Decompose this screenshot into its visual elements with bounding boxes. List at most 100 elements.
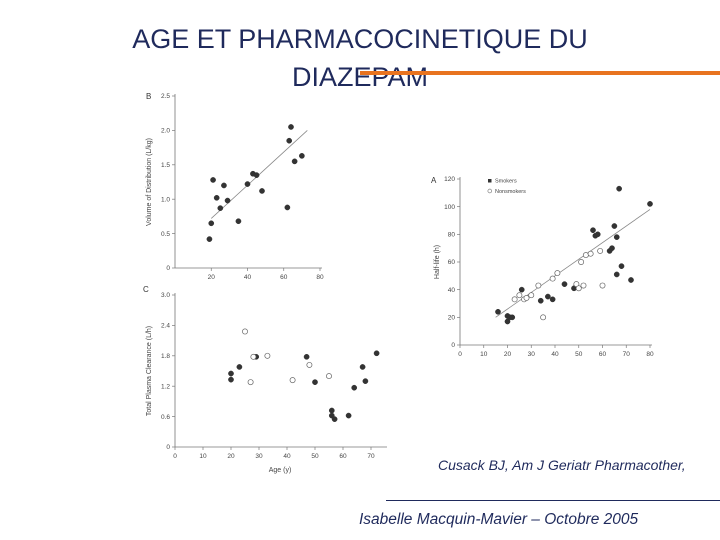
filled-data-point (299, 153, 305, 159)
filled-data-point (613, 234, 620, 240)
x-tick-label: 50 (575, 351, 583, 358)
filled-data-point (518, 286, 525, 293)
x-tick-label: 10 (199, 453, 207, 460)
filled-data-point (206, 236, 213, 242)
panel-letter: B (146, 92, 151, 101)
trend-line (495, 209, 651, 318)
y-tick-label: 1.5 (161, 162, 170, 169)
filled-data-point (228, 376, 234, 383)
x-tick-label: 30 (528, 351, 536, 358)
filled-data-point (613, 271, 620, 278)
y-tick-label: 0.5 (161, 231, 170, 238)
filled-data-point (224, 197, 231, 204)
y-tick-label: 20 (448, 315, 456, 322)
filled-data-point (236, 364, 243, 370)
filled-data-point (345, 412, 352, 419)
open-data-point (540, 314, 547, 321)
open-data-point (549, 275, 556, 282)
filled-data-point (284, 204, 291, 211)
open-data-point (250, 353, 257, 360)
filled-data-point (259, 188, 265, 194)
x-tick-label: 60 (599, 351, 607, 358)
open-data-point (535, 282, 542, 289)
filled-data-point (495, 308, 501, 315)
filled-data-point (628, 277, 634, 283)
filled-data-point (286, 137, 293, 144)
y-tick-label: 3.0 (161, 292, 170, 299)
filled-data-point (244, 181, 251, 187)
open-data-point (326, 373, 332, 380)
y-axis-title: Volume of Distribution (L/kg) (146, 138, 153, 226)
open-data-point (289, 377, 296, 384)
filled-data-point (228, 370, 234, 377)
filled-data-point (509, 314, 516, 321)
y-tick-label: 2.4 (161, 323, 170, 330)
x-tick-label: 70 (367, 453, 375, 460)
title-line-2: DIAZEPAM (291, 62, 428, 92)
chart-half-life: A 0 20 40 60 80 100 120 0 10 20 30 40 50 60 70 80 Half-li… (431, 176, 654, 358)
filled-data-point (288, 124, 294, 130)
filled-data-point (303, 353, 310, 360)
y-tick-label: 60 (448, 259, 456, 266)
filled-data-point (594, 231, 601, 238)
footer-divider (386, 500, 720, 501)
filled-data-point (362, 378, 369, 384)
x-tick-label: 10 (480, 351, 488, 358)
y-tick-label: 0.6 (161, 414, 170, 421)
legend-label-smokers: Smokers (495, 179, 517, 185)
filled-data-point (213, 194, 220, 201)
title-accent-line (360, 71, 720, 75)
y-tick-label: 40 (448, 287, 456, 294)
filled-data-point (616, 185, 622, 192)
y-axis-title: Total Plasma Clearance (L/h) (146, 326, 153, 416)
filled-data-point (312, 379, 318, 385)
title-line-1: AGE ET PHARMACOCINETIQUE DU (132, 24, 588, 54)
legend-label-nonsmokers: Nonsmokers (495, 189, 526, 195)
x-tick-label: 40 (244, 274, 252, 281)
citation: Cusack BJ, Am J Geriatr Pharmacother, (438, 457, 686, 473)
filled-data-point (210, 177, 216, 183)
filled-data-point (359, 364, 366, 370)
y-tick-label: 2.0 (161, 128, 170, 135)
filled-data-point (549, 296, 556, 303)
filled-data-point (545, 293, 551, 300)
open-data-point (599, 282, 606, 289)
y-tick-label: 0 (166, 265, 170, 272)
x-tick-label: 20 (227, 453, 235, 460)
filled-data-point (253, 172, 260, 178)
x-tick-label: 20 (208, 274, 216, 281)
open-data-point (578, 259, 585, 265)
x-tick-label: 40 (551, 351, 559, 358)
y-tick-label: 0 (451, 342, 455, 349)
open-data-point (597, 247, 604, 254)
y-tick-label: 0 (166, 444, 170, 451)
legend-marker-smokers (488, 179, 492, 183)
filled-data-point (373, 350, 380, 357)
filled-data-point (618, 263, 625, 270)
filled-data-point (235, 218, 242, 225)
x-tick-label: 80 (316, 274, 324, 281)
x-tick-label: 80 (646, 351, 654, 358)
open-data-point (523, 295, 530, 301)
x-axis-title: Age (y) (269, 467, 292, 474)
filled-data-point (609, 245, 615, 252)
filled-data-point (328, 407, 335, 414)
panel-letter: C (143, 285, 149, 294)
x-tick-label: 70 (623, 351, 631, 358)
open-data-point (516, 292, 523, 299)
filled-data-point (291, 158, 298, 165)
slide-title: AGE ET PHARMACOCINETIQUE DU DIAZEPAM (0, 20, 720, 96)
y-tick-label: 100 (444, 204, 455, 211)
filled-data-point (647, 201, 653, 207)
y-tick-label: 120 (444, 176, 455, 183)
open-data-point (582, 252, 589, 259)
filled-data-point (221, 182, 227, 189)
open-data-point (587, 250, 594, 257)
filled-data-point (331, 416, 338, 422)
x-tick-label: 50 (311, 453, 319, 460)
filled-data-point (217, 205, 224, 211)
panel-letter: A (431, 176, 437, 185)
chart-plasma-clearance: C 0 0.6 1.2 1.8 2.4 3.0 0 10 20 30 40 50 60 70 Total Pl… (143, 285, 387, 474)
filled-data-point (611, 223, 618, 229)
y-tick-label: 1.8 (161, 353, 170, 360)
